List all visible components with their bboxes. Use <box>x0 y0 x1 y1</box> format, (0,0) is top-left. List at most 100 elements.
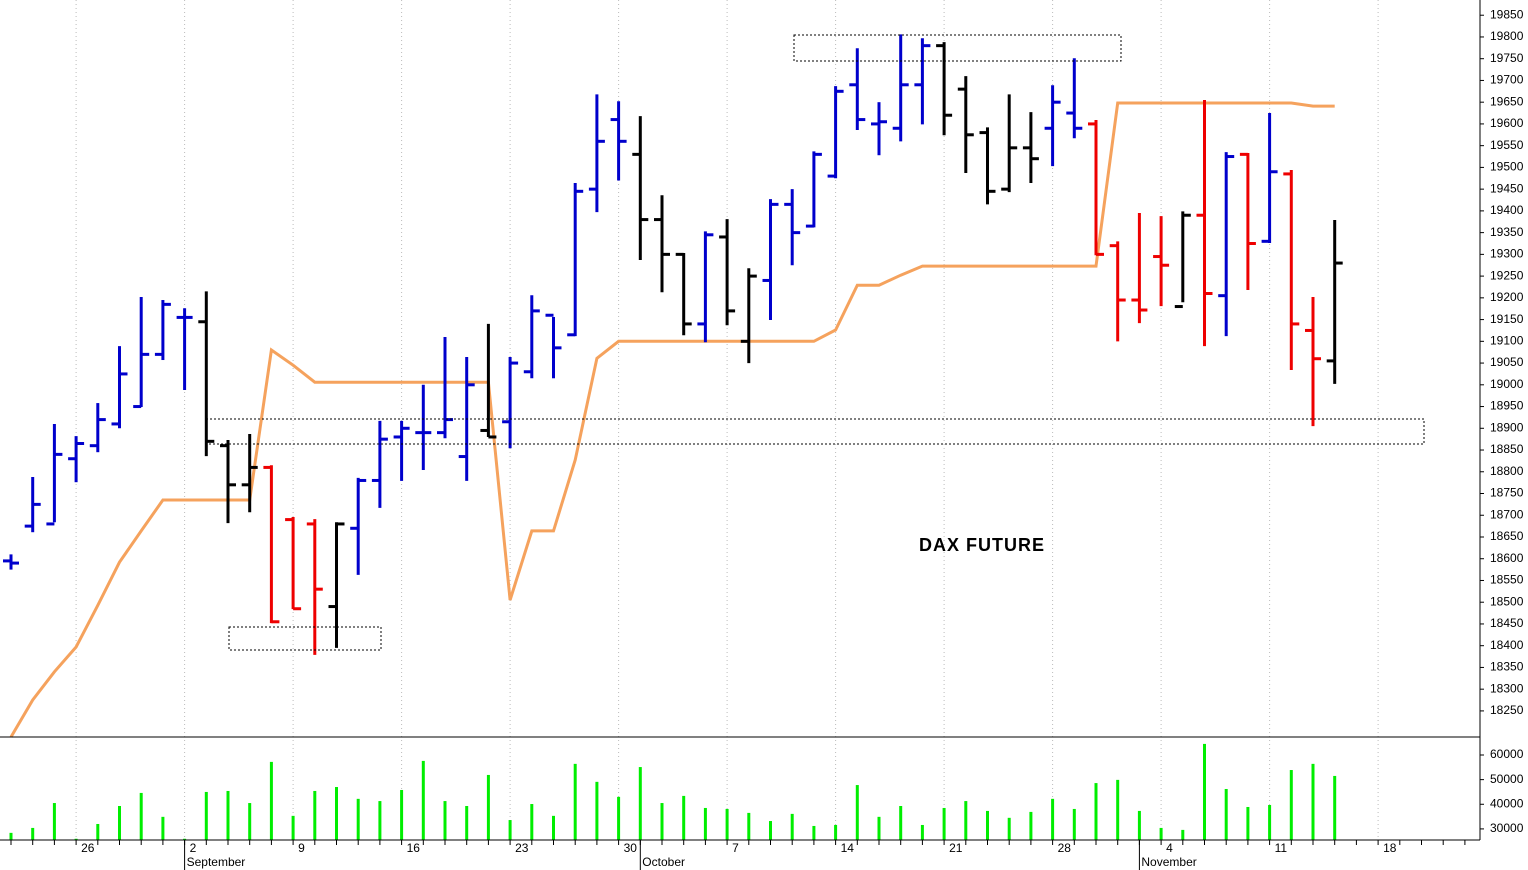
plot-area <box>3 0 1379 840</box>
volume-bar <box>1051 798 1055 840</box>
y-tick-label: 18600 <box>1490 551 1524 565</box>
volume-bar <box>378 801 382 840</box>
volume-bar <box>573 763 577 840</box>
y-tick-label: 18550 <box>1490 573 1524 587</box>
y-tick-label: 19800 <box>1490 29 1524 43</box>
volume-bar <box>139 792 143 840</box>
annotation-box <box>793 34 1122 62</box>
y-tick-label: 19650 <box>1490 94 1524 108</box>
volume-bar <box>226 790 230 840</box>
x-tick-label: 7 <box>732 841 739 855</box>
y-tick-label: 18700 <box>1490 507 1524 521</box>
volume-bar <box>1159 827 1163 840</box>
line-series <box>9 101 1335 738</box>
y-tick-label: 40000 <box>1490 796 1524 810</box>
y-tick-label: 18650 <box>1490 529 1524 543</box>
x-tick-label: 23 <box>515 841 529 855</box>
volume-bar <box>638 767 642 840</box>
y-tick-label: 18350 <box>1490 660 1524 674</box>
volume-bar <box>595 781 599 840</box>
x-tick-label: 21 <box>949 841 963 855</box>
volume-bar <box>790 813 794 840</box>
y-tick-label: 18800 <box>1490 464 1524 478</box>
x-tick-label: 2 <box>190 841 197 855</box>
volume-bar <box>269 761 273 840</box>
month-label: September <box>187 855 246 869</box>
x-tick-label: 11 <box>1275 841 1288 855</box>
y-tick-label: 19300 <box>1490 247 1524 261</box>
volume-bar <box>183 838 187 840</box>
y-tick-label: 19850 <box>1490 7 1524 21</box>
y-tick-label: 19200 <box>1490 290 1524 304</box>
x-tick-label: 16 <box>407 841 421 855</box>
volume-bar <box>1289 770 1293 840</box>
y-tick-label: 19250 <box>1490 268 1524 282</box>
volume-bar <box>725 808 729 840</box>
volume-bar <box>899 805 903 840</box>
y-tick-label: 18500 <box>1490 594 1524 608</box>
x-tick-label: 18 <box>1383 841 1397 855</box>
volume-bar <box>703 807 707 840</box>
volume-bar <box>1333 775 1337 840</box>
volume-bar <box>118 805 121 840</box>
y-tick-label: 18900 <box>1490 420 1524 434</box>
volume-bar <box>508 820 512 840</box>
y-tick-label: 19600 <box>1490 116 1524 130</box>
y-tick-label: 18850 <box>1490 442 1524 456</box>
x-tick-label: 9 <box>298 841 305 855</box>
volume-bar <box>877 816 881 840</box>
volume-bar <box>855 785 859 840</box>
volume-bar <box>52 803 56 840</box>
volume-bar <box>96 823 100 840</box>
volume-bar <box>1137 810 1141 840</box>
volume-bar <box>356 798 360 840</box>
volume-bar <box>443 801 447 840</box>
volume-bar <box>964 801 968 840</box>
y-tick-label: 19550 <box>1490 138 1524 152</box>
y-tick-label: 18250 <box>1490 703 1524 717</box>
x-tick-label: 4 <box>1166 841 1173 855</box>
volume-bar <box>313 790 317 840</box>
volume-bar <box>552 815 555 840</box>
volume-bar <box>1246 806 1250 840</box>
annotation-box <box>228 626 382 651</box>
month-label: November <box>1141 855 1196 869</box>
volume-bar <box>834 824 838 840</box>
volume-bar <box>769 821 772 840</box>
y-tick-label: 60000 <box>1490 747 1524 761</box>
y-tick-label: 50000 <box>1490 772 1524 786</box>
volume-bar <box>9 832 13 840</box>
chart-title: DAX FUTURE <box>919 535 1045 555</box>
volume-bar <box>421 760 425 840</box>
volume-bar <box>1224 788 1228 840</box>
y-tick-label: 19150 <box>1490 312 1524 326</box>
volume-bar <box>986 810 989 840</box>
y-tick-label: 18400 <box>1490 638 1524 652</box>
volume-bar <box>335 787 338 840</box>
volume-bar <box>812 825 816 840</box>
y-tick-label: 19350 <box>1490 225 1524 239</box>
volume-bar <box>400 789 404 840</box>
y-tick-label: 19400 <box>1490 203 1524 217</box>
volume-bar <box>161 816 165 840</box>
volume-bar <box>1311 763 1315 840</box>
volume-bar <box>942 807 946 840</box>
volume-bar <box>1029 811 1033 840</box>
volume-bar <box>1268 805 1272 840</box>
y-tick-label: 19100 <box>1490 333 1524 347</box>
month-label: October <box>642 855 685 869</box>
x-tick-label: 30 <box>624 841 638 855</box>
volume-bar <box>1007 817 1011 840</box>
volume-bar <box>248 803 252 840</box>
volume-bar <box>204 791 208 840</box>
volume-bar <box>530 804 534 840</box>
y-tick-label: 18300 <box>1490 681 1524 695</box>
volume-bar <box>747 812 751 840</box>
y-tick-label: 19450 <box>1490 181 1524 195</box>
y-tick-label: 18450 <box>1490 616 1524 630</box>
y-tick-label: 19500 <box>1490 160 1524 174</box>
volume-bar <box>660 803 664 840</box>
volume-bar <box>74 838 78 840</box>
